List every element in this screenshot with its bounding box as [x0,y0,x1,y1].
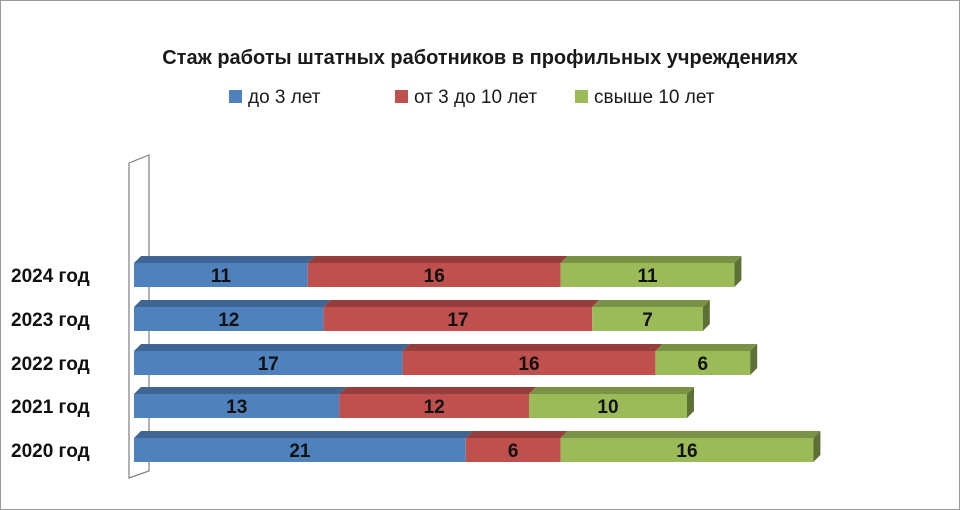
bar-2-0 [134,351,403,375]
bar-side-2 [750,344,758,375]
bar-4-1 [465,438,561,462]
bar-side-3 [687,387,694,418]
bar-top-1-0 [134,300,331,307]
category-label-3: 2021 год [11,397,90,418]
data-label-3-1: 12 [424,397,445,418]
bar-2-2 [655,351,751,375]
bar-top-3-0 [134,387,347,394]
bar-top-0-2 [560,256,742,263]
bar-top-1-2 [592,300,710,307]
bar-top-0-0 [134,256,315,263]
bar-side-4 [813,431,821,462]
bar-3-1 [339,394,529,418]
legend-label-1: от 3 до 10 лет [414,87,537,108]
bar-top-4-2 [560,431,821,438]
bar-side-0 [734,256,742,287]
bar-top-0-1 [307,256,568,263]
bars-group: 11 16 11 12 17 7 17 16 6 13 12 10 21 6 16 [134,256,821,462]
bar-top-2-2 [655,344,758,351]
bar-4-0 [134,438,466,462]
bar-0-0 [134,263,308,287]
bar-top-2-1 [402,344,663,351]
data-label-1-0: 12 [218,310,239,331]
legend-swatch-0 [229,90,242,103]
bar-top-4-1 [465,431,568,438]
bar-top-2-0 [134,344,410,351]
legend-label-2: свыше 10 лет [594,87,715,108]
data-label-0-0: 11 [211,266,232,287]
bar-0-2 [560,263,735,287]
bar-top-4-0 [134,431,473,438]
legend-swatch-1 [395,90,408,103]
bar-3-2 [529,394,687,418]
category-labels: 2024 год 2023 год 2022 год 2021 год 2020 год [11,266,90,462]
data-label-1-1: 17 [447,310,468,331]
bar-4-2 [560,438,814,462]
category-label-0: 2024 год [11,266,90,287]
bar-top-3-1 [339,387,536,394]
bar-2-1 [402,351,656,375]
data-label-3-2: 10 [597,397,618,418]
category-label-1: 2023 год [11,310,90,331]
chart-title: Стаж работы штатных работников в профиль… [162,47,798,69]
bar-side-1 [702,300,710,331]
bar-3-0 [134,394,340,418]
legend: до 3 лет от 3 до 10 лет свыше 10 лет [229,87,715,108]
category-label-2: 2022 год [11,354,90,375]
data-label-4-1: 6 [508,441,519,462]
bar-top-1-1 [323,300,600,307]
bar-1-1 [323,307,593,331]
bar-top-3-2 [529,387,694,394]
bar-0-1 [307,263,561,287]
data-label-0-2: 11 [637,266,658,287]
data-label-0-1: 16 [424,266,445,287]
legend-swatch-2 [575,90,588,103]
data-label-2-2: 6 [698,354,709,375]
data-label-2-0: 17 [258,354,279,375]
bar-1-2 [592,307,703,331]
data-label-1-2: 7 [642,310,653,331]
legend-label-0: до 3 лет [248,87,321,108]
data-label-2-1: 16 [518,354,539,375]
data-label-4-0: 21 [289,441,311,462]
bar-1-0 [134,307,324,331]
category-label-4: 2020 год [11,441,90,462]
data-label-4-2: 16 [676,441,697,462]
data-label-3-0: 13 [226,397,247,418]
